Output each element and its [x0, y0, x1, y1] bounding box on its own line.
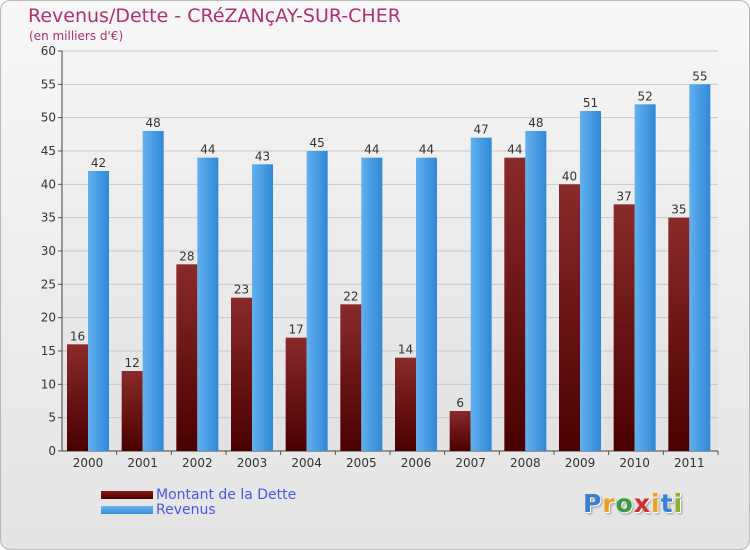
- y-tick-label: 5: [48, 411, 56, 425]
- bar-dette: [559, 184, 580, 452]
- y-tick-label: 40: [41, 177, 56, 191]
- data-label-dette: 12: [125, 356, 140, 370]
- x-tick-label: 2006: [401, 456, 432, 470]
- legend-swatch-dette: [101, 490, 153, 499]
- y-tick-label: 50: [41, 111, 56, 125]
- bar-revenus: [88, 171, 109, 451]
- y-tick-label: 10: [41, 377, 56, 391]
- bar-dette: [395, 357, 416, 451]
- bar-revenus: [689, 84, 711, 451]
- data-label-revenus: 51: [583, 96, 598, 110]
- legend-label-revenus: Revenus: [156, 501, 216, 518]
- x-tick-label: 2005: [346, 456, 377, 470]
- bar-dette: [285, 337, 307, 451]
- y-tick-label: 30: [41, 244, 56, 258]
- bar-revenus: [361, 157, 383, 451]
- legend-label-dette: Montant de la Dette: [156, 486, 297, 503]
- bar-dette: [67, 344, 88, 451]
- bar-dette: [121, 371, 143, 451]
- bar-revenus: [252, 164, 273, 452]
- y-tick-label: 15: [41, 344, 56, 358]
- data-label-dette: 28: [179, 249, 194, 263]
- data-label-revenus: 45: [310, 136, 325, 150]
- data-label-dette: 35: [671, 203, 686, 217]
- bar-dette: [668, 217, 690, 451]
- logo-letter: P: [583, 489, 603, 518]
- data-label-revenus: 48: [528, 116, 543, 130]
- bar-revenus: [197, 157, 219, 451]
- x-tick-label: 2007: [455, 456, 486, 470]
- data-label-revenus: 52: [638, 89, 653, 103]
- x-tick-label: 2004: [291, 456, 322, 470]
- x-tick-label: 2009: [565, 456, 596, 470]
- x-tick-label: 2003: [237, 456, 268, 470]
- x-tick-label: 2008: [510, 456, 541, 470]
- legend-swatch-revenus: [101, 505, 153, 514]
- data-label-dette: 6: [456, 396, 464, 410]
- bar-dette: [449, 411, 471, 451]
- logo-letter: x: [633, 489, 651, 518]
- y-tick-label: 0: [48, 444, 56, 458]
- chart-subtitle: (en milliers d'€): [29, 29, 124, 43]
- legend-item-revenus: Revenus: [101, 501, 296, 518]
- logo-letter: i: [673, 489, 684, 518]
- x-tick-label: 2002: [182, 456, 213, 470]
- data-label-dette: 22: [343, 289, 358, 303]
- data-label-revenus: 42: [91, 156, 106, 170]
- x-tick-label: 2000: [73, 456, 104, 470]
- y-tick-label: 25: [41, 277, 56, 291]
- data-label-revenus: 47: [474, 123, 489, 137]
- bar-dette: [504, 157, 526, 451]
- bar-revenus: [525, 131, 547, 451]
- logo-letter: o: [615, 489, 634, 518]
- y-tick-label: 20: [41, 311, 56, 325]
- data-label-dette: 40: [562, 169, 577, 183]
- y-tick-label: 35: [41, 211, 56, 225]
- data-label-revenus: 44: [419, 143, 434, 157]
- bar-revenus: [306, 151, 328, 451]
- bar-dette: [176, 264, 198, 451]
- bar-revenus: [416, 157, 437, 451]
- data-label-dette: 14: [398, 343, 413, 357]
- proxiti-logo: Proxiti: [583, 489, 683, 518]
- y-tick-label: 60: [41, 44, 56, 58]
- logo-letter: i: [651, 489, 661, 518]
- y-tick-label: 45: [41, 144, 56, 158]
- data-label-revenus: 55: [692, 69, 707, 83]
- legend-item-dette: Montant de la Dette: [101, 486, 297, 503]
- data-label-dette: 23: [234, 283, 249, 297]
- data-label-revenus: 48: [146, 116, 161, 130]
- data-label-dette: 16: [70, 329, 85, 343]
- bar-dette: [231, 297, 252, 451]
- x-tick-label: 2010: [619, 456, 650, 470]
- x-tick-label: 2001: [127, 456, 158, 470]
- bar-revenus: [580, 111, 601, 451]
- logo-letter: t: [660, 489, 674, 518]
- bar-revenus: [634, 104, 656, 451]
- x-tick-label: 2011: [674, 456, 705, 470]
- data-label-dette: 44: [507, 143, 522, 157]
- chart-title: Revenus/Dette - CRéZANçAY-SUR-CHER: [28, 5, 401, 27]
- data-label-dette: 17: [289, 323, 304, 337]
- legend: Montant de la Dette Revenus: [101, 486, 297, 518]
- bar-revenus: [142, 131, 164, 451]
- bar-dette: [613, 204, 635, 451]
- logo-letter: r: [602, 489, 616, 518]
- data-label-revenus: 43: [255, 149, 270, 163]
- bar-dette: [340, 304, 362, 451]
- y-tick-label: 55: [41, 77, 56, 91]
- data-label-dette: 37: [617, 189, 632, 203]
- bar-revenus: [470, 137, 492, 451]
- data-label-revenus: 44: [200, 143, 215, 157]
- data-label-revenus: 44: [364, 143, 379, 157]
